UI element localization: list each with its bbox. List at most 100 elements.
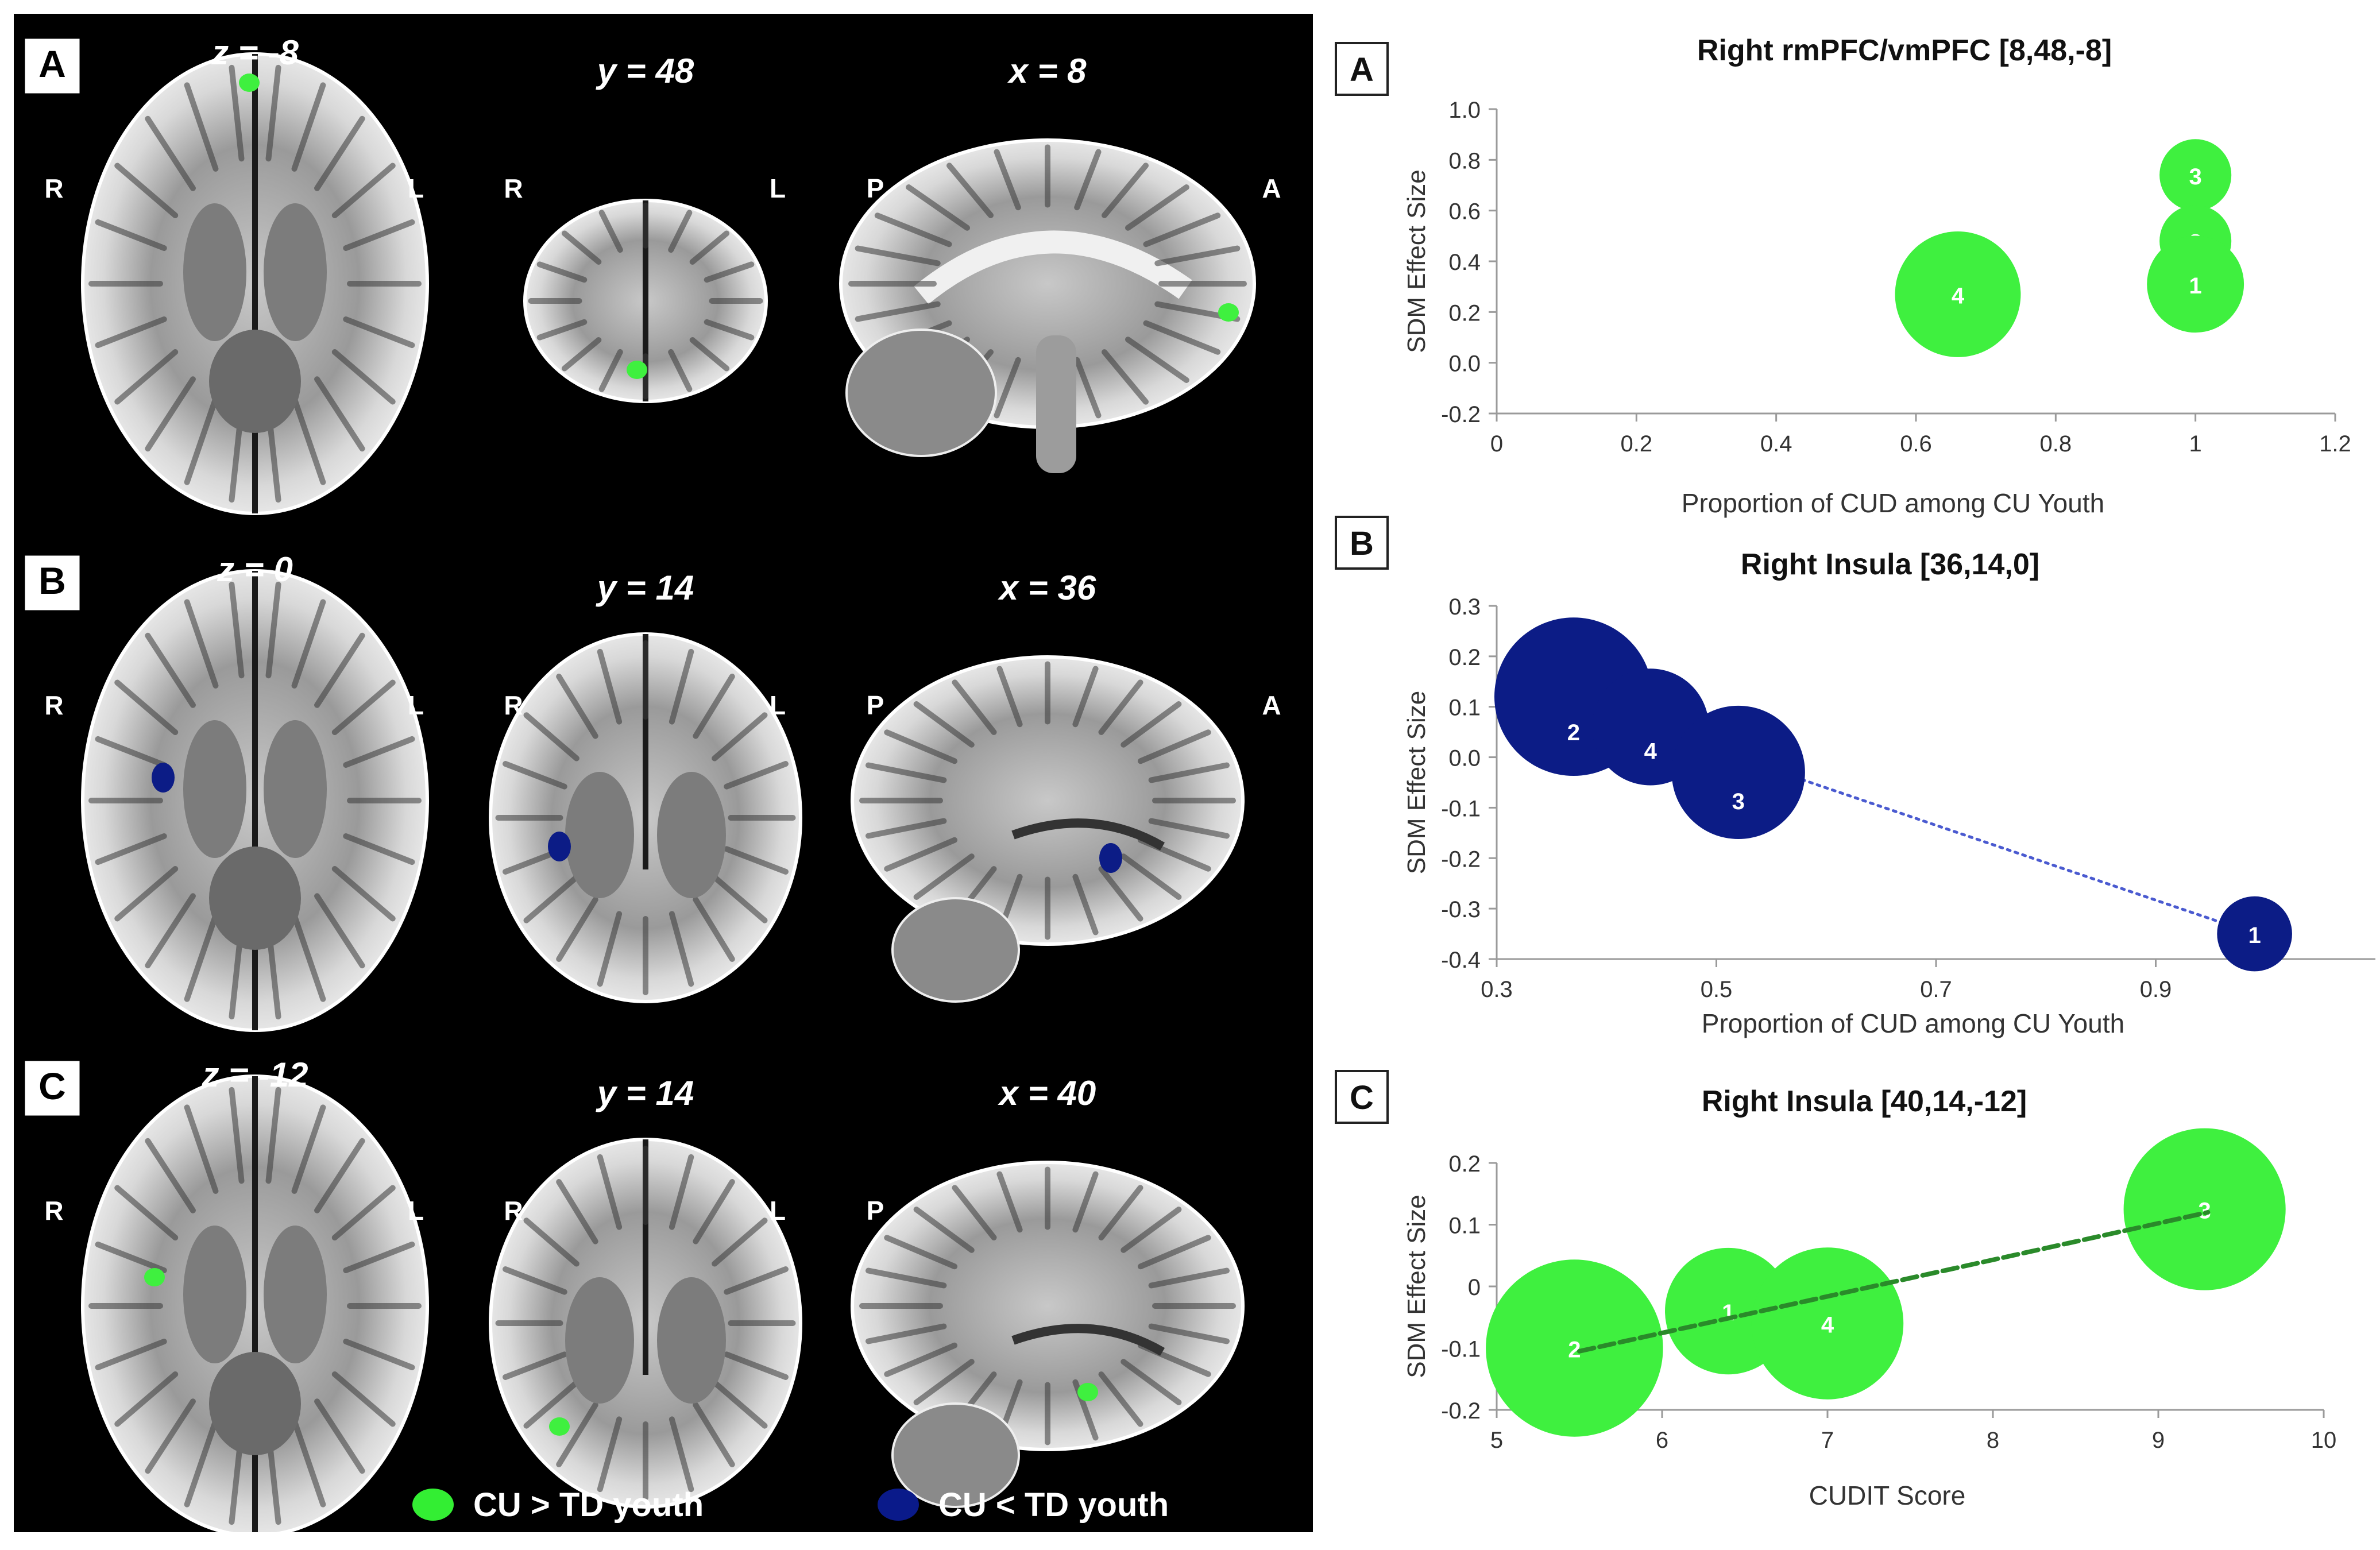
orientation-marker-left: R (44, 1196, 63, 1226)
slice-coordinate-label: y = 14 (596, 1074, 694, 1112)
sulcus-line (314, 376, 365, 452)
x-tick-label: 1 (2189, 431, 2202, 457)
slice-coordinate-label: x = 36 (998, 569, 1096, 607)
sulcus-line (996, 1171, 1023, 1233)
sulcus-line (1154, 245, 1241, 266)
chart-letter: B (1350, 525, 1374, 562)
sulcus-line (598, 210, 623, 253)
sulcus-line (184, 913, 219, 1002)
sulcus-line (712, 712, 768, 762)
slice-coordinate-label: x = 8 (1007, 52, 1087, 90)
sulcus-line (561, 230, 602, 265)
sulcus-line (1143, 212, 1221, 248)
sulcus-line (523, 712, 579, 762)
cerebellum (891, 1402, 1020, 1508)
bubble-plots-column: A Right rmPFC/vmPFC [8,48,-8] -0.2 0.0 0.2 0.… (1313, 0, 2380, 1547)
sulcus-line (114, 349, 179, 405)
x-tick-label: 0.3 (1481, 977, 1513, 1002)
sulcus-line (95, 833, 167, 865)
x-tick-label: 0.7 (1920, 977, 1952, 1002)
sulcus-line (184, 1104, 219, 1194)
y-tick-label: 0.2 (1448, 1151, 1481, 1177)
sulcus-line (1148, 1267, 1230, 1289)
sulcus-line (1121, 701, 1182, 748)
sulcus-line (874, 212, 952, 248)
sulcus-line (503, 761, 567, 790)
orientation-marker-left: R (504, 173, 523, 203)
sulcus-line (689, 337, 730, 372)
orientation-marker-left: R (44, 690, 63, 720)
sulcus-line (598, 349, 623, 392)
activation-cluster (627, 361, 647, 379)
x-axis-label: Proportion of CUD among CU Youth (1702, 1008, 2124, 1038)
sulcus-line (704, 261, 755, 283)
chart-letter-box (1335, 1070, 1389, 1124)
orientation-marker-right: L (408, 690, 424, 720)
y-tick-label: 0 (1468, 1275, 1481, 1300)
sulcus-line (1074, 357, 1102, 419)
bubble-study-label: 4 (1821, 1313, 1834, 1338)
legend-swatch (878, 1489, 919, 1521)
brain-slice-sagittal-lateral: x = 40 P (851, 1074, 1245, 1508)
y-tick-label: 0.1 (1448, 1213, 1481, 1239)
basal-ganglia-right (565, 1277, 634, 1404)
sulcus-line (314, 632, 365, 708)
sulcus-line (913, 853, 975, 900)
slice-coordinate-label: y = 48 (596, 52, 694, 90)
bubble-study-label: 1 (2189, 273, 2202, 299)
sulcus-line (597, 648, 623, 725)
orientation-marker-left: R (504, 1196, 523, 1226)
sulcus-line (184, 82, 219, 172)
sulcus-line (291, 1104, 326, 1194)
y-axis-label: SDM Effect Size (1402, 691, 1431, 875)
sulcus-line (994, 149, 1021, 211)
bubble-study-label: 2 (1568, 1338, 1581, 1363)
slice-coordinate-label: y = 14 (596, 569, 694, 607)
y-tick-label: 0.0 (1448, 351, 1481, 377)
sulcus-line (866, 818, 947, 839)
sulcus-line (855, 245, 941, 266)
sulcus-line (523, 1379, 579, 1429)
sulcus-line (669, 1416, 694, 1493)
sulcus-line (95, 1241, 167, 1274)
sulcus-line (669, 1154, 694, 1230)
sulcus-line (669, 648, 694, 725)
bubble-plots-figure: A Right rmPFC/vmPFC [8,48,-8] -0.2 0.0 0.2 0.… (1335, 34, 2375, 1510)
brain-slice-coronal: y = 14 R L (489, 1074, 802, 1509)
chart-letter: A (1350, 51, 1374, 88)
sulcus-line (668, 210, 693, 253)
sulcus-line (343, 219, 415, 252)
orientation-marker-left: P (867, 690, 884, 720)
sulcus-line (145, 1138, 196, 1213)
sulcus-line (1148, 1323, 1230, 1344)
sulcus-line (1098, 679, 1143, 735)
sulcus-line (1125, 184, 1189, 231)
sulcus-line (1072, 873, 1099, 936)
sulcus-line (1098, 866, 1143, 922)
sulcus-line (556, 896, 598, 962)
panel-letter-box (23, 554, 82, 612)
y-tick-label: -0.1 (1441, 1337, 1481, 1362)
sulcus-line (884, 729, 958, 764)
sulcus-line (314, 893, 365, 969)
orientation-marker-left: P (867, 173, 884, 203)
orientation-marker-right: L (408, 1196, 424, 1226)
sulcus-line (1098, 1371, 1143, 1427)
cerebellum (845, 328, 997, 457)
sulcus-line (669, 911, 694, 987)
bubble-study-label: 2 (1567, 720, 1580, 745)
data-bubble (1486, 1259, 1663, 1437)
basal-ganglia-right (565, 772, 634, 898)
sulcus-line (996, 666, 1023, 728)
y-tick-label: 0.4 (1448, 250, 1481, 275)
bubble-chart-b: B Right Insula [36,14,0] -0.4 -0.3 -0.2 -0.1 0… (1335, 516, 2375, 1038)
sulcus-line (331, 349, 396, 405)
sulcus-line (1148, 762, 1230, 783)
orientation-marker-right: A (1262, 690, 1281, 720)
orientation-marker-left: R (504, 690, 523, 720)
sulcus-line (145, 376, 196, 452)
basal-ganglia-left (264, 1226, 327, 1363)
